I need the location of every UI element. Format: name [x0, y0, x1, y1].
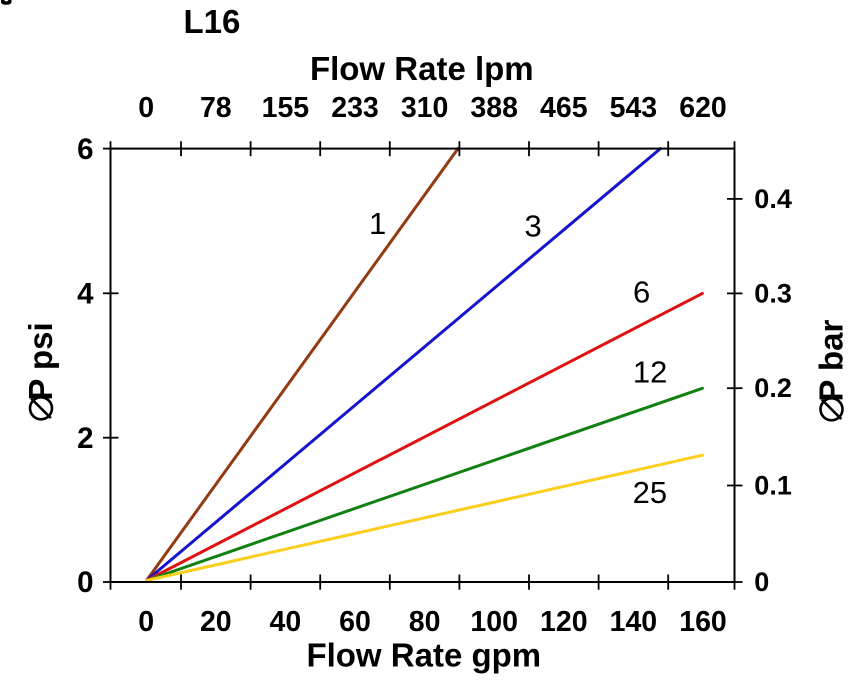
svg-text:Flow Rate gpm: Flow Rate gpm	[306, 636, 541, 673]
svg-text:78: 78	[200, 92, 232, 124]
svg-text:4: 4	[77, 278, 94, 311]
svg-text:0: 0	[138, 92, 154, 124]
svg-text:0.1: 0.1	[754, 471, 792, 501]
svg-text:2: 2	[77, 422, 93, 455]
svg-text:0: 0	[754, 567, 769, 597]
svg-text:543: 543	[610, 92, 658, 124]
svg-text:6: 6	[77, 133, 93, 166]
svg-text:60: 60	[339, 606, 371, 638]
svg-text:120: 120	[540, 606, 588, 638]
svg-text:P bar: P bar	[812, 320, 849, 402]
svg-text:388: 388	[470, 92, 518, 124]
svg-text:6: 6	[633, 275, 650, 310]
svg-text:L16: L16	[184, 3, 241, 40]
svg-text:1: 1	[369, 206, 386, 241]
svg-text:465: 465	[540, 92, 588, 124]
svg-text:P psi: P psi	[22, 322, 59, 400]
svg-text:233: 233	[331, 92, 379, 124]
svg-text:620: 620	[679, 92, 727, 124]
svg-text:160: 160	[679, 606, 727, 638]
svg-text:140: 140	[610, 606, 658, 638]
svg-text:12: 12	[633, 355, 667, 390]
svg-text:0: 0	[138, 606, 154, 638]
svg-text:Flow Rate lpm: Flow Rate lpm	[310, 50, 534, 87]
svg-text:3: 3	[524, 209, 541, 244]
svg-text:155: 155	[262, 92, 310, 124]
svg-text:40: 40	[270, 606, 302, 638]
svg-text:0.3: 0.3	[754, 278, 792, 308]
svg-text:0.4: 0.4	[754, 184, 792, 214]
svg-text:0.2: 0.2	[754, 373, 792, 403]
svg-text:20: 20	[200, 606, 232, 638]
svg-text:0: 0	[77, 566, 93, 599]
svg-text:80: 80	[409, 606, 441, 638]
svg-text:25: 25	[633, 475, 667, 510]
svg-text:310: 310	[401, 92, 449, 124]
svg-text:100: 100	[470, 606, 518, 638]
